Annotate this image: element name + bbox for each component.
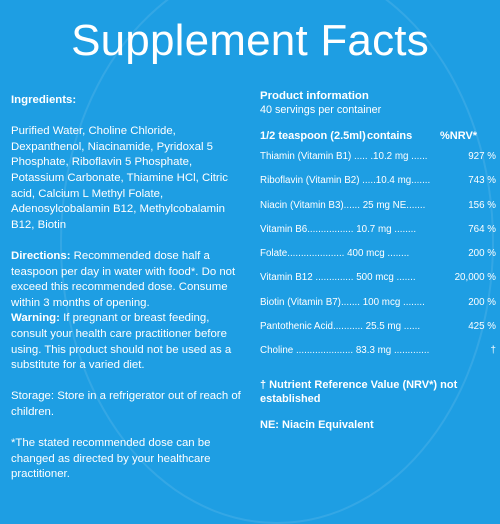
nutrient-row: Niacin (Vitamin B3)...... 25 mg NE......…	[260, 200, 496, 224]
nutrient-line: Pantothenic Acid........... 25.5 mg ....…	[260, 321, 421, 333]
niacin-equivalent-note: NE: Niacin Equivalent	[260, 418, 374, 431]
nutrient-row: Pantothenic Acid........... 25.5 mg ....…	[260, 321, 496, 345]
nutrient-table: Thiamin (Vitamin B1) ..... .10.2 mg ....…	[260, 151, 496, 370]
ingredients-text: Purified Water, Choline Chloride, Dexpan…	[11, 125, 228, 231]
nutrient-row: Riboflavin (Vitamin B2) .....10.4 mg....…	[260, 175, 496, 199]
nutrient-line: Thiamin (Vitamin B1) ..... .10.2 mg ....…	[260, 151, 428, 162]
directions-block: Directions: Recommended dose half a teas…	[11, 249, 246, 311]
nutrient-line: Riboflavin (Vitamin B2) .....10.4 mg....…	[260, 175, 431, 187]
directions-heading: Directions:	[11, 249, 71, 262]
nutrient-row: Vitamin B12 .............. 500 mcg .....…	[260, 272, 496, 296]
nrv-percent: 156 %	[468, 199, 496, 211]
serving-size-header: 1/2 teaspoon (2.5ml)	[260, 130, 366, 142]
nrv-percent: 743 %	[468, 175, 496, 187]
nrv-percent: 200 %	[468, 248, 496, 260]
dose-footnote: *The stated recommended dose can be chan…	[11, 437, 211, 481]
nrv-percent: 425 %	[468, 321, 496, 333]
nrv-percent: †	[490, 345, 496, 357]
ingredients-heading: Ingredients:	[11, 94, 77, 106]
storage-text: Storage: Store in a refrigerator out of …	[11, 390, 241, 418]
nrv-header: %NRV*	[440, 130, 478, 142]
nutrient-line: Vitamin B6................. 10.7 mg ....…	[260, 223, 417, 235]
nrv-percent: 927 %	[468, 151, 496, 162]
nutrient-line: Vitamin B12 .............. 500 mcg .....…	[260, 272, 416, 284]
warning-block: Warning: If pregnant or breast feeding, …	[11, 311, 246, 373]
nrv-percent: 200 %	[468, 296, 496, 308]
servings-text: 40 servings per container	[260, 104, 382, 116]
nrv-note: † Nutrient Reference Value (NRV*) not es…	[260, 378, 458, 405]
product-information-panel: Product information 40 servings per cont…	[260, 89, 496, 431]
nutrient-row: Biotin (Vitamin B7)....... 100 mcg .....…	[260, 297, 496, 321]
nutrient-line: Niacin (Vitamin B3)...... 25 mg NE......…	[260, 199, 426, 211]
nrv-percent: 764 %	[468, 223, 496, 235]
nutrient-line: Choline ..................... 83.3 mg ..…	[260, 345, 430, 357]
nutrient-line: Folate..................... 400 mcg ....…	[260, 248, 410, 260]
nrv-percent: 20,000 %	[454, 272, 496, 284]
nutrient-line: Biotin (Vitamin B7)....... 100 mcg .....…	[260, 296, 425, 308]
ingredients-panel: Ingredients: Purified Water, Choline Chl…	[11, 93, 246, 483]
nutrient-row: Choline ..................... 83.3 mg ..…	[260, 345, 496, 369]
product-info-heading: Product information	[260, 90, 369, 102]
nutrient-table-header: 1/2 teaspoon (2.5ml) contains %NRV*	[260, 129, 496, 143]
page-title: Supplement Facts	[71, 16, 429, 65]
nutrient-row: Folate..................... 400 mcg ....…	[260, 248, 496, 272]
nutrient-row: Thiamin (Vitamin B1) ..... .10.2 mg ....…	[260, 151, 496, 175]
directions-text: Recommended dose half a teaspoon per day…	[11, 249, 236, 309]
warning-text: If pregnant or breast feeding, consult y…	[11, 312, 232, 372]
warning-heading: Warning:	[11, 312, 60, 325]
nutrient-row: Vitamin B6................. 10.7 mg ....…	[260, 224, 496, 248]
contains-header: contains	[367, 130, 413, 142]
